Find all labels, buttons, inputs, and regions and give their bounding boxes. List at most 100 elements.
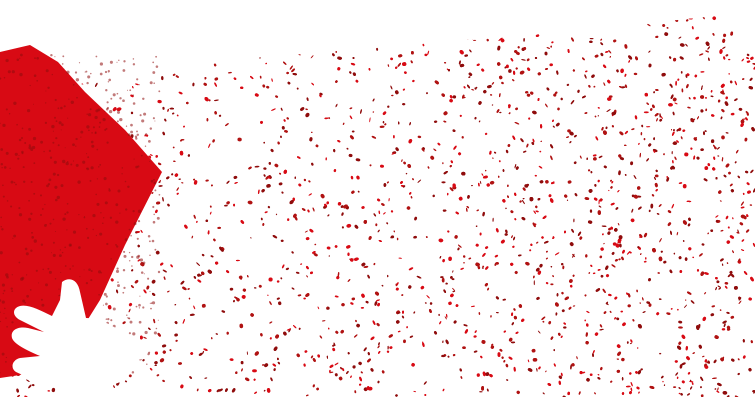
polygon-speckle [87, 156, 90, 159]
speckle [439, 321, 442, 325]
polygon-speckle [150, 307, 152, 310]
speckle [483, 89, 487, 94]
polygon-speckle [104, 110, 106, 113]
speckle [741, 118, 746, 120]
speckle [677, 78, 680, 81]
polygon-speckle [116, 110, 121, 114]
speckle [319, 94, 322, 98]
polygon-speckle [45, 283, 48, 287]
speckle [162, 131, 166, 136]
polygon-speckle [61, 123, 64, 127]
polygon-speckle [23, 180, 26, 183]
speckle [458, 60, 461, 65]
polygon-speckle [151, 239, 155, 243]
speckle [204, 377, 208, 379]
speckle [412, 178, 414, 181]
polygon-speckle [75, 145, 77, 147]
speckle [247, 200, 253, 205]
speckle [700, 71, 705, 73]
polygon-speckle [78, 62, 81, 64]
speckle [679, 56, 684, 60]
speckle [500, 239, 505, 244]
polygon-speckle [5, 356, 8, 359]
polygon-speckle [62, 217, 66, 221]
polygon-speckle [132, 63, 136, 66]
polygon-speckle [149, 160, 151, 162]
speckle [610, 380, 613, 383]
speckle [521, 59, 526, 61]
speckle [156, 374, 160, 377]
speckle [712, 16, 716, 20]
polygon-speckle [51, 124, 55, 129]
speckle [501, 81, 504, 85]
speckle [346, 245, 351, 249]
speckle [679, 364, 683, 369]
speckle [492, 217, 494, 222]
polygon-speckle [90, 269, 93, 273]
polygon-speckle [5, 58, 9, 63]
polygon-speckle [66, 70, 70, 74]
speckle [614, 317, 617, 320]
speckle [643, 260, 647, 263]
polygon-speckle [45, 69, 49, 73]
polygon-speckle [119, 117, 123, 122]
speckle [569, 278, 573, 284]
speckle [527, 67, 531, 71]
polygon-speckle [44, 203, 46, 206]
speckle [135, 83, 139, 86]
polygon-speckle [105, 108, 109, 111]
polygon-speckle [67, 117, 69, 119]
polygon-speckle [45, 90, 47, 92]
speckle [376, 322, 380, 327]
speckle [441, 181, 446, 184]
polygon-speckle [115, 220, 119, 224]
polygon-speckle [72, 265, 74, 267]
polygon-speckle [48, 270, 52, 274]
speckle [688, 247, 692, 251]
speckle [653, 150, 656, 153]
polygon-speckle [124, 238, 128, 241]
polygon-speckle [13, 101, 17, 105]
speckle [414, 216, 418, 221]
speckle [690, 300, 695, 304]
speckle [538, 366, 541, 370]
polygon-speckle [132, 58, 135, 60]
polygon-speckle [0, 225, 2, 228]
polygon-speckle [76, 96, 78, 99]
polygon-speckle [64, 213, 67, 216]
polygon-speckle [153, 213, 155, 216]
polygon-speckle [28, 144, 31, 147]
speckle [723, 323, 726, 328]
polygon-speckle [24, 247, 28, 251]
speckle [430, 155, 435, 160]
speckle [308, 180, 311, 183]
speckle [478, 120, 481, 123]
polygon-speckle [122, 69, 126, 72]
speckle [729, 270, 733, 274]
speckle [550, 283, 554, 286]
polygon-speckle [139, 295, 141, 297]
polygon-speckle [90, 140, 94, 144]
speckle [682, 184, 687, 189]
speckle [698, 253, 703, 257]
polygon-speckle [45, 223, 47, 226]
speckle [544, 51, 548, 56]
polygon-speckle [147, 277, 150, 280]
speckle [563, 326, 567, 329]
speckle [717, 155, 720, 157]
speckle [619, 157, 624, 161]
polygon-speckle [85, 281, 89, 285]
polygon-speckle [16, 123, 18, 126]
polygon-speckle [138, 303, 141, 307]
speckle [730, 112, 735, 116]
polygon-speckle [33, 192, 36, 195]
speckle [162, 379, 165, 383]
polygon-speckle [123, 60, 126, 63]
speckle [724, 282, 729, 285]
polygon-speckle [89, 179, 92, 182]
polygon-speckle [146, 363, 148, 366]
speckle [491, 82, 495, 85]
polygon-speckle [48, 178, 52, 182]
speckle [206, 118, 209, 122]
polygon-speckle [43, 150, 45, 153]
